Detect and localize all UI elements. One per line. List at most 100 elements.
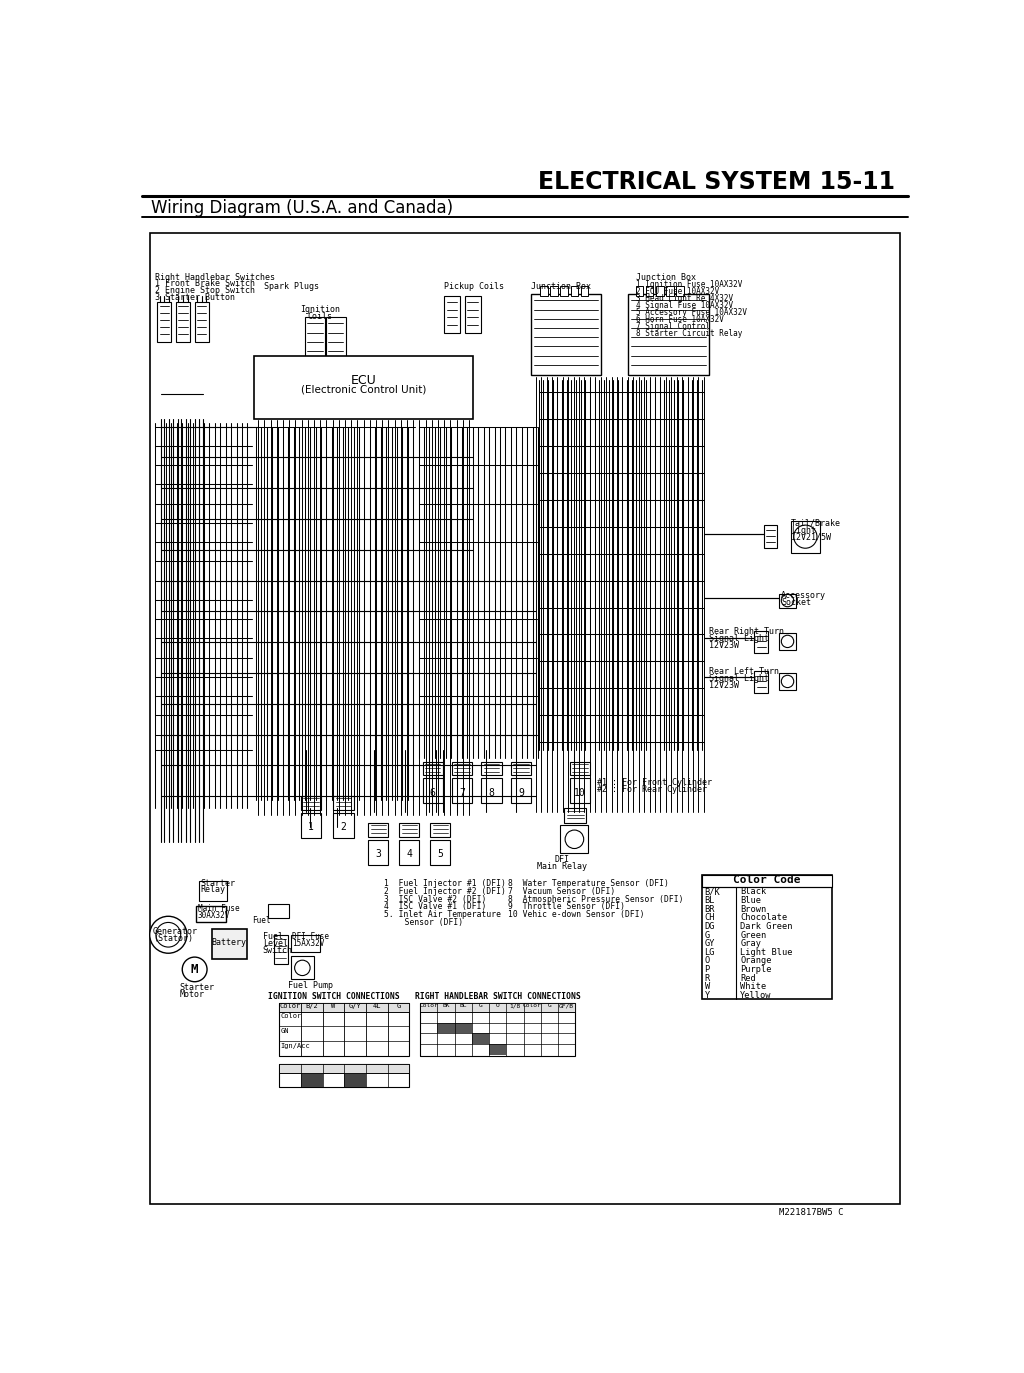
Text: R: R <box>705 973 710 983</box>
Text: 30AX32V: 30AX32V <box>198 910 230 920</box>
Text: 6 Horn Fuse 10AX32V: 6 Horn Fuse 10AX32V <box>636 314 724 324</box>
Text: 3: 3 <box>376 850 381 859</box>
Bar <box>465 295 480 332</box>
Bar <box>212 928 247 960</box>
Text: Color: Color <box>281 1013 302 1019</box>
Bar <box>791 520 820 553</box>
Text: Main Fuse: Main Fuse <box>198 903 240 913</box>
Text: RIGHT HANDLEBAR SWITCH CONNECTIONS: RIGHT HANDLEBAR SWITCH CONNECTIONS <box>415 991 581 1001</box>
Text: 5 Accessory Fuse 10AX32V: 5 Accessory Fuse 10AX32V <box>636 308 746 317</box>
Text: Accessory: Accessory <box>781 592 826 600</box>
Bar <box>444 295 460 332</box>
Bar <box>570 287 579 295</box>
Text: Green: Green <box>740 931 767 939</box>
Text: Red: Red <box>740 973 756 983</box>
Bar <box>779 673 796 689</box>
Bar <box>158 302 171 342</box>
Text: ELECTRICAL SYSTEM 15-11: ELECTRICAL SYSTEM 15-11 <box>539 170 895 194</box>
Text: Sensor (DFI): Sensor (DFI) <box>390 917 463 927</box>
Bar <box>305 317 325 362</box>
Text: (Stator): (Stator) <box>153 934 193 943</box>
Bar <box>197 906 225 923</box>
Text: Motor: Motor <box>179 990 204 1000</box>
Text: 8  Water Temperature Sensor (DFI): 8 Water Temperature Sensor (DFI) <box>508 879 669 888</box>
Text: 8 Starter Circuit Relay: 8 Starter Circuit Relay <box>636 328 742 338</box>
Text: O: O <box>496 1004 500 1008</box>
Text: 4 Signal Fuse 10AX32V: 4 Signal Fuse 10AX32V <box>636 301 733 310</box>
Text: Junction Box: Junction Box <box>531 281 591 291</box>
Text: Ignition: Ignition <box>300 305 340 314</box>
Text: 3 Head Light Re 4X32V: 3 Head Light Re 4X32V <box>636 294 733 303</box>
Text: B/2: B/2 <box>305 1004 318 1009</box>
Text: ECU: ECU <box>351 375 377 387</box>
Bar <box>636 287 643 295</box>
Bar <box>344 1074 366 1087</box>
Text: 7  Vacuum Sensor (DFI): 7 Vacuum Sensor (DFI) <box>508 887 615 897</box>
Bar <box>779 633 796 649</box>
Bar <box>291 935 321 951</box>
Text: Fuel Pump: Fuel Pump <box>288 980 333 990</box>
Text: Gray: Gray <box>740 939 761 949</box>
Text: Junction Box: Junction Box <box>636 273 695 281</box>
Text: 12V23W: 12V23W <box>710 641 739 649</box>
Text: O: O <box>705 957 710 965</box>
Bar <box>779 593 796 607</box>
Text: W: W <box>331 1004 336 1009</box>
Text: 4L: 4L <box>373 1004 381 1009</box>
Text: Generator: Generator <box>153 927 198 936</box>
Circle shape <box>150 916 187 953</box>
Bar <box>481 762 502 776</box>
Text: 10 Vehic e-down Sensor (DFI): 10 Vehic e-down Sensor (DFI) <box>508 910 644 919</box>
Text: 2: 2 <box>341 822 346 832</box>
Text: BK: BK <box>442 1004 450 1008</box>
Bar <box>560 825 589 853</box>
Text: 3 Starter Button: 3 Starter Button <box>155 294 236 302</box>
Bar <box>280 1064 410 1087</box>
Text: Switch: Switch <box>263 946 293 956</box>
Bar <box>176 302 190 342</box>
Text: W: W <box>705 982 710 991</box>
Bar <box>437 1023 455 1034</box>
Text: LG: LG <box>705 947 715 957</box>
Text: DFI: DFI <box>555 855 569 865</box>
Text: B/K: B/K <box>705 887 720 897</box>
Circle shape <box>565 831 584 849</box>
Text: Light Blue: Light Blue <box>740 947 793 957</box>
Bar <box>676 287 684 295</box>
Bar <box>254 356 473 419</box>
Text: 15AX32V: 15AX32V <box>292 939 325 949</box>
Text: Main Relay: Main Relay <box>537 862 587 872</box>
Bar <box>541 287 548 295</box>
Bar <box>511 762 531 776</box>
Circle shape <box>182 957 207 982</box>
Text: 2  Fuel Injector #2 (DFI): 2 Fuel Injector #2 (DFI) <box>384 887 506 897</box>
Text: 2 Engine Stop Switch: 2 Engine Stop Switch <box>155 287 255 295</box>
Bar <box>531 294 601 375</box>
Text: 12V21/5W: 12V21/5W <box>791 533 830 542</box>
Text: 1 Front Brake Switch: 1 Front Brake Switch <box>155 280 255 288</box>
Bar <box>301 813 321 838</box>
Text: BL: BL <box>460 1004 467 1008</box>
Bar <box>452 762 472 776</box>
Bar <box>481 778 502 803</box>
Circle shape <box>781 676 794 688</box>
Text: G: G <box>478 1004 482 1008</box>
Text: 7: 7 <box>459 788 465 798</box>
Text: Spark Plugs: Spark Plugs <box>264 281 319 291</box>
Text: Tail/Brake: Tail/Brake <box>791 519 841 529</box>
Text: Color Code: Color Code <box>733 876 801 886</box>
Circle shape <box>295 960 310 976</box>
Bar <box>755 632 768 654</box>
Text: Relay: Relay <box>201 886 226 894</box>
Text: G: G <box>705 931 710 939</box>
Text: 5. Inlet Air Temperature: 5. Inlet Air Temperature <box>384 910 501 919</box>
Text: Right Handlebar Switches: Right Handlebar Switches <box>155 273 275 281</box>
Text: Orange: Orange <box>740 957 772 965</box>
Text: Signal Light: Signal Light <box>710 634 769 643</box>
Bar <box>764 524 777 548</box>
Text: Color: Color <box>420 1004 438 1008</box>
Bar <box>423 778 442 803</box>
Bar <box>564 807 586 822</box>
Bar <box>301 1074 323 1087</box>
Text: DG: DG <box>705 921 715 931</box>
